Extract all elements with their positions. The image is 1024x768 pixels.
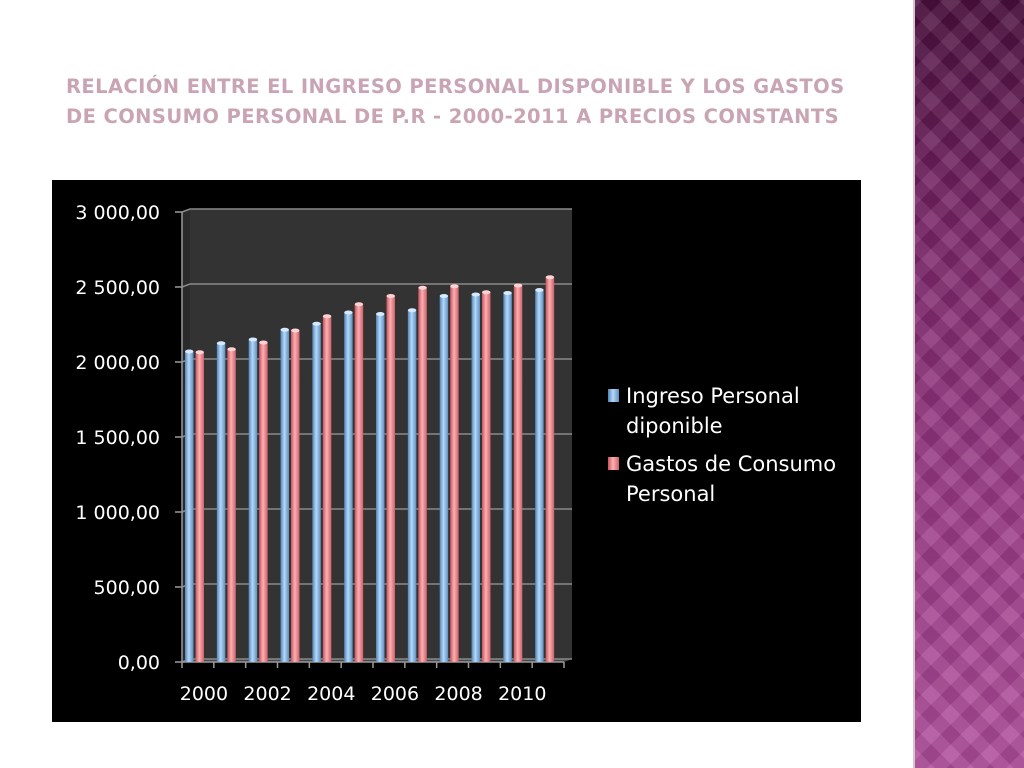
x-tick-label: 2006 [371, 683, 419, 705]
bar-series-2 [450, 286, 459, 662]
bar-cap-series-1 [344, 310, 353, 315]
legend-label: Personal [626, 482, 715, 506]
bar-cap-series-2 [227, 347, 236, 352]
bar-cap-series-2 [291, 328, 300, 333]
bar-cap-series-1 [248, 337, 258, 342]
bar-cap-series-2 [259, 340, 268, 345]
bar-cap-series-1 [280, 327, 289, 332]
slide-title: Relación entre el Ingreso Personal Dispo… [66, 75, 845, 128]
bar-cap-series-1 [312, 321, 321, 326]
legend-swatch-series-1 [608, 389, 619, 402]
bar-series-1 [471, 294, 480, 662]
bar-cap-series-1 [535, 288, 544, 292]
bar-series-1 [185, 351, 194, 662]
gridline [181, 208, 572, 213]
x-tick-label: 2004 [307, 683, 355, 705]
bar-series-1 [216, 343, 226, 662]
y-tick-label: 2 500,00 [75, 277, 160, 299]
bar-cap-series-2 [354, 302, 364, 307]
legend-label: diponible [626, 414, 723, 438]
bar-series-2 [195, 352, 204, 662]
bar-cap-series-2 [322, 314, 332, 319]
bar-cap-series-2 [418, 285, 427, 290]
bar-cap-series-1 [216, 341, 226, 346]
legend-label: Gastos de Consumo [626, 452, 836, 476]
bar-cap-series-2 [545, 275, 555, 280]
bar-series-2 [545, 277, 555, 662]
bar-series-2 [322, 316, 332, 662]
legend-label: Ingreso Personal [626, 384, 800, 408]
bar-cap-series-1 [471, 292, 480, 297]
bar-series-2 [418, 287, 427, 662]
bar-cap-series-1 [185, 349, 194, 354]
bar-series-1 [503, 293, 512, 662]
legend-swatch-series-2 [608, 457, 619, 470]
x-tick-label: 2010 [498, 683, 546, 705]
bar-series-2 [354, 304, 364, 662]
bar-cap-series-2 [513, 283, 523, 288]
y-tick-label: 1 000,00 [75, 502, 160, 524]
bar-series-2 [227, 349, 236, 662]
x-tick-label: 2002 [243, 683, 291, 705]
bar-series-1 [407, 310, 417, 662]
bar-series-1 [535, 290, 544, 662]
y-tick-label: 2 000,00 [75, 352, 160, 374]
bar-series-1 [344, 312, 353, 662]
bar-cap-series-1 [439, 294, 449, 298]
bar-cap-series-2 [450, 284, 459, 289]
bar-series-1 [312, 323, 321, 662]
x-tick-label: 2000 [180, 683, 228, 705]
y-tick-label: 500,00 [94, 577, 160, 599]
bar-cap-series-2 [195, 350, 204, 355]
chart-container: 0,00 500,00 1 000,00 1 500,00 2 000,00 2 500,… [52, 180, 861, 722]
bar-series-1 [248, 339, 258, 662]
bar-series-2 [259, 342, 268, 662]
gridline [181, 283, 572, 288]
bar-series-2 [386, 296, 395, 662]
bar-series-2 [513, 285, 523, 662]
decorative-side-strip [913, 0, 1024, 768]
bar-cap-series-1 [503, 291, 512, 295]
y-tick-label: 1 500,00 [75, 427, 160, 449]
bar-series-2 [291, 330, 300, 662]
bar-series-1 [439, 296, 449, 662]
bar-cap-series-2 [482, 290, 491, 295]
bar-cap-series-2 [386, 294, 395, 298]
x-tick-label: 2008 [434, 683, 482, 705]
bar-cap-series-1 [376, 312, 385, 316]
bar-series-1 [280, 329, 289, 662]
y-tick-label: 3 000,00 [75, 202, 160, 224]
bar-cap-series-1 [407, 308, 417, 313]
bar-series-2 [482, 292, 491, 662]
bar-series-1 [376, 314, 385, 662]
bar-chart: 0,00 500,00 1 000,00 1 500,00 2 000,00 2 500,… [75, 202, 836, 705]
y-tick-label: 0,00 [118, 652, 160, 674]
